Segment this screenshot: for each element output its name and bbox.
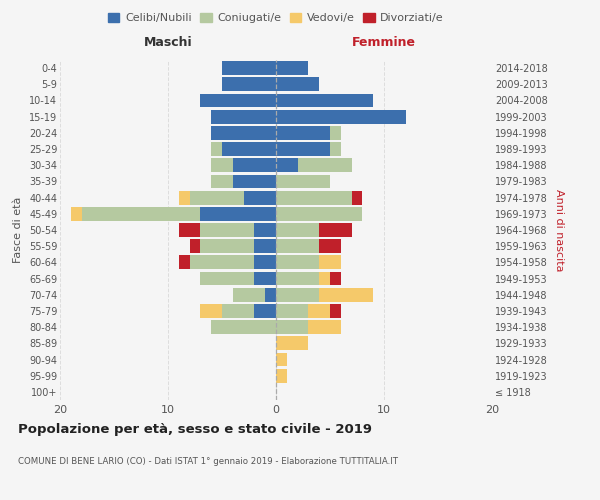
Bar	[319, 223, 352, 237]
Bar	[211, 126, 276, 140]
Bar	[254, 304, 276, 318]
Bar	[200, 240, 254, 253]
Bar	[211, 110, 276, 124]
Bar	[276, 207, 362, 220]
Bar	[254, 272, 276, 285]
Bar	[222, 78, 276, 91]
Bar	[276, 369, 287, 382]
Bar	[222, 304, 254, 318]
Bar	[276, 256, 319, 270]
Bar	[330, 304, 341, 318]
Bar	[200, 304, 222, 318]
Bar	[211, 320, 276, 334]
Bar	[190, 240, 200, 253]
Bar	[308, 320, 341, 334]
Bar	[211, 158, 233, 172]
Bar	[254, 223, 276, 237]
Bar	[330, 272, 341, 285]
Bar	[233, 288, 265, 302]
Bar	[200, 223, 254, 237]
Bar	[276, 126, 330, 140]
Bar	[200, 207, 276, 220]
Bar	[352, 190, 362, 204]
Bar	[82, 207, 200, 220]
Bar	[276, 78, 319, 91]
Bar	[211, 174, 233, 188]
Bar	[190, 256, 254, 270]
Bar	[254, 240, 276, 253]
Bar	[233, 158, 276, 172]
Y-axis label: Fasce di età: Fasce di età	[13, 197, 23, 263]
Bar	[244, 190, 276, 204]
Bar	[276, 110, 406, 124]
Text: COMUNE DI BENE LARIO (CO) - Dati ISTAT 1° gennaio 2019 - Elaborazione TUTTITALIA: COMUNE DI BENE LARIO (CO) - Dati ISTAT 1…	[18, 458, 398, 466]
Bar	[276, 304, 308, 318]
Bar	[179, 256, 190, 270]
Bar	[308, 304, 330, 318]
Bar	[265, 288, 276, 302]
Bar	[319, 272, 330, 285]
Y-axis label: Anni di nascita: Anni di nascita	[554, 188, 564, 271]
Bar	[319, 240, 341, 253]
Bar	[276, 190, 352, 204]
Text: Femmine: Femmine	[352, 36, 416, 49]
Bar	[276, 352, 287, 366]
Bar	[71, 207, 82, 220]
Bar	[276, 336, 308, 350]
Bar	[330, 142, 341, 156]
Bar	[200, 94, 276, 108]
Bar	[276, 142, 330, 156]
Bar	[254, 256, 276, 270]
Bar	[276, 158, 298, 172]
Bar	[319, 288, 373, 302]
Bar	[276, 320, 308, 334]
Bar	[222, 142, 276, 156]
Bar	[190, 190, 244, 204]
Bar	[276, 223, 319, 237]
Bar	[330, 126, 341, 140]
Bar	[298, 158, 352, 172]
Bar	[179, 190, 190, 204]
Text: Popolazione per età, sesso e stato civile - 2019: Popolazione per età, sesso e stato civil…	[18, 422, 372, 436]
Bar	[319, 256, 341, 270]
Text: Maschi: Maschi	[143, 36, 193, 49]
Bar	[276, 174, 330, 188]
Bar	[276, 94, 373, 108]
Bar	[211, 142, 222, 156]
Legend: Celibi/Nubili, Coniugati/e, Vedovi/e, Divorziati/e: Celibi/Nubili, Coniugati/e, Vedovi/e, Di…	[104, 8, 448, 28]
Bar	[276, 240, 319, 253]
Bar	[276, 61, 308, 75]
Bar	[200, 272, 254, 285]
Bar	[233, 174, 276, 188]
Bar	[276, 288, 319, 302]
Bar	[276, 272, 319, 285]
Bar	[222, 61, 276, 75]
Bar	[179, 223, 200, 237]
